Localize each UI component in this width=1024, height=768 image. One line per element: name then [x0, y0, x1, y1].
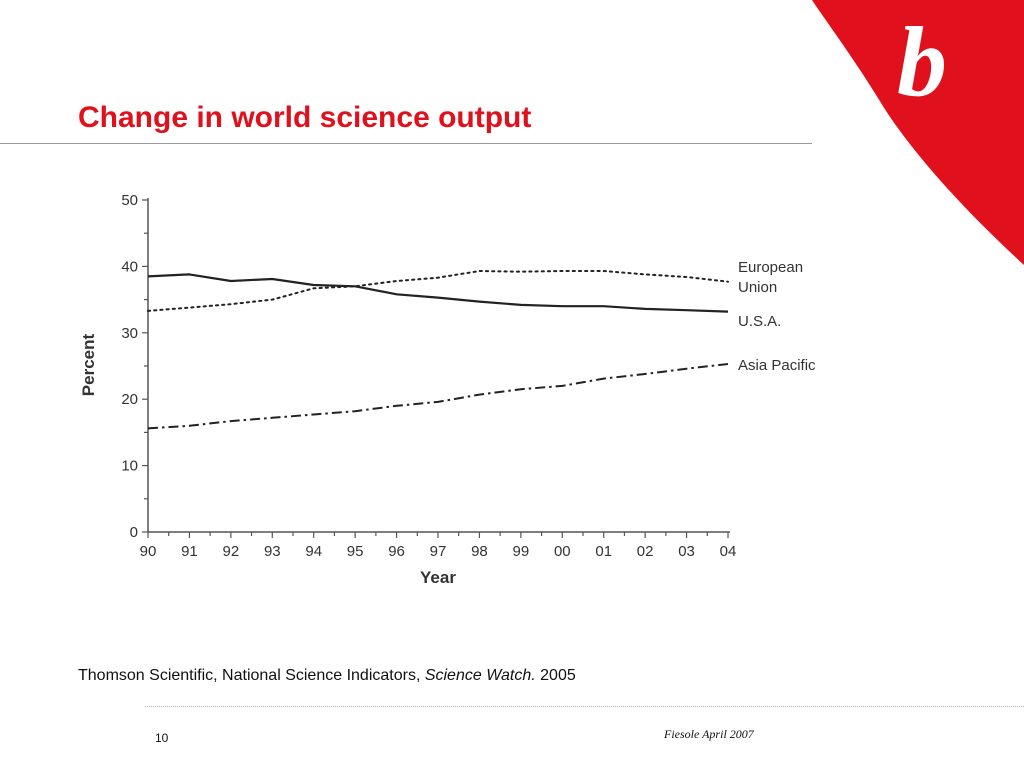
series-labels: European Union U.S.A. Asia Pacific — [738, 259, 816, 374]
page-number: 10 — [155, 731, 169, 745]
x-tick-label: 02 — [637, 543, 654, 560]
y-tick-label: 10 — [121, 458, 138, 475]
x-tick-label: 91 — [181, 543, 198, 560]
x-tick-label: 93 — [264, 543, 281, 560]
footer-note: Fiesole April 2007 — [664, 727, 754, 741]
series-label-asia-pacific: Asia Pacific — [738, 357, 816, 374]
series-line-european-union — [147, 270, 729, 312]
x-tick-label: 95 — [347, 543, 364, 560]
x-tick-label: 92 — [223, 543, 240, 560]
x-tick-label: 90 — [140, 543, 157, 560]
series-label-european-union: European — [738, 259, 803, 276]
source-italic: Science Watch. — [424, 667, 536, 684]
x-axis-ticks: 90 91 92 93 94 95 96 97 98 99 00 01 02 03 04 — [140, 532, 737, 560]
logo-letter: b — [897, 6, 947, 117]
x-tick-label: 97 — [430, 543, 447, 560]
source-suffix: 2005 — [535, 667, 576, 684]
source-prefix: Thomson Scientific, National Science Ind… — [78, 667, 425, 684]
series-line-u-s-a — [147, 273, 729, 313]
footer-divider — [145, 706, 1024, 707]
x-tick-label: 99 — [513, 543, 530, 560]
x-tick-label: 00 — [554, 543, 571, 560]
x-tick-label: 01 — [595, 543, 612, 560]
series-line-asia-pacific — [147, 363, 729, 430]
series-lines — [147, 270, 729, 430]
y-tick-label: 50 — [121, 192, 138, 209]
x-tick-label: 03 — [678, 543, 695, 560]
slide-title: Change in world science output — [78, 101, 532, 134]
y-tick-label: 30 — [121, 325, 138, 342]
science-output-chart: 0 10 20 30 40 50 90 91 92 93 94 95 96 97 98 99 00 01 02 03… — [79, 192, 816, 587]
title-divider — [0, 143, 812, 144]
y-axis-ticks: 0 10 20 30 40 50 — [121, 192, 148, 541]
series-label-u-s-a: U.S.A. — [738, 313, 781, 330]
x-tick-label: 98 — [471, 543, 488, 560]
x-tick-label: 04 — [720, 543, 737, 560]
series-label-european-union: Union — [738, 279, 777, 296]
y-axis-title: Percent — [79, 333, 98, 396]
x-tick-label: 96 — [388, 543, 405, 560]
x-axis-title: Year — [420, 568, 456, 587]
y-tick-label: 0 — [130, 524, 138, 541]
x-tick-label: 94 — [305, 543, 322, 560]
logo-swoosh — [812, 0, 1024, 265]
brand-logo: b — [812, 0, 1024, 265]
source-citation: Thomson Scientific, National Science Ind… — [78, 667, 576, 685]
y-tick-label: 20 — [121, 391, 138, 408]
y-tick-label: 40 — [121, 258, 138, 275]
